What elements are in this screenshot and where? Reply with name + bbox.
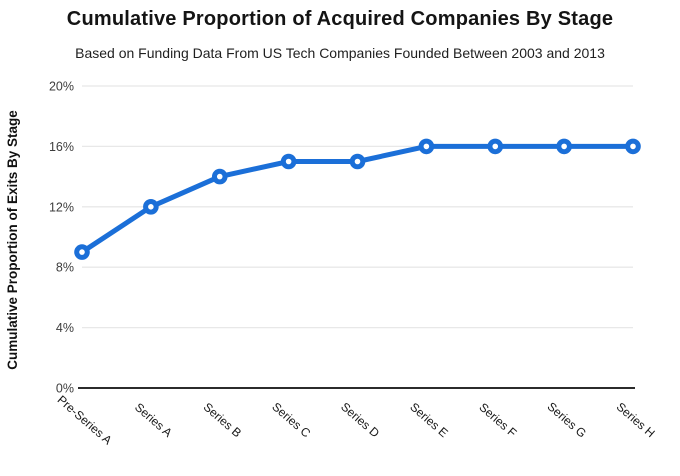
data-point-marker [556,138,572,155]
x-tick-label: Series F [476,400,519,440]
y-tick-label: 8% [56,261,74,275]
y-tick-label: 20% [49,80,74,94]
data-point-marker [280,153,297,170]
data-point-marker [418,138,435,155]
data-point-marker [487,138,504,155]
chart-subtitle: Based on Funding Data From US Tech Compa… [75,45,605,61]
chart-title: Cumulative Proportion of Acquired Compan… [66,8,614,30]
data-point-marker [349,153,366,170]
x-tick-label: Series C [269,400,313,441]
y-tick-label: 16% [49,140,74,154]
x-tick-label: Series E [407,400,450,440]
y-axis-title: Cumulative Proportion of Exits By Stage [5,110,20,370]
x-tick-label: Series B [201,400,244,440]
x-tick-label: Series G [545,399,589,440]
data-point-marker [143,199,159,215]
data-point-marker [74,244,90,260]
y-tick-label: 12% [49,200,74,214]
x-tick-label: Pre-Series A [55,393,115,448]
y-tick-label: 0% [56,382,74,396]
data-point-marker [625,138,641,155]
data-point-marker [211,168,228,185]
x-tick-label: Series H [614,400,658,441]
x-tick-label: Series D [338,400,382,441]
x-tick-label: Series A [132,400,175,440]
y-tick-label: 4% [56,321,74,335]
